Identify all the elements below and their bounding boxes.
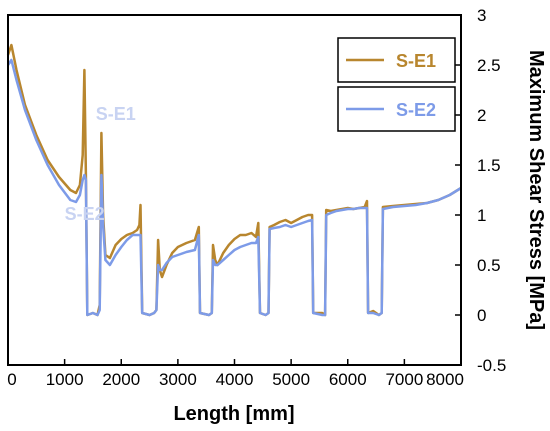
x-tick-label-2: 2000 bbox=[102, 370, 140, 389]
x-tick-layer: 0 1000 2000 3000 4000 5000 6000 7000 8000 bbox=[7, 359, 464, 389]
y-tick-label-2: 0.5 bbox=[477, 256, 501, 275]
y-tick-label-1: 0 bbox=[477, 306, 486, 325]
x-tick-label-3: 3000 bbox=[159, 370, 197, 389]
ghost-label-0: S-E1 bbox=[96, 104, 136, 124]
legend-label-s-e1: S-E1 bbox=[396, 51, 436, 71]
y-tick-label-3: 1 bbox=[477, 206, 486, 225]
series-line-s-e1 bbox=[6, 43, 462, 317]
x-tick-label-1: 1000 bbox=[46, 370, 84, 389]
series-layer bbox=[6, 43, 462, 317]
ghost-label-1: S-E2 bbox=[65, 204, 105, 224]
y-tick-label-4: 1.5 bbox=[477, 156, 501, 175]
y-tick-layer: -0.5 0 0.5 1 1.5 2 2.5 3 bbox=[455, 6, 506, 375]
y-tick-label-5: 2 bbox=[477, 106, 486, 125]
x-tick-label-7: 7000 bbox=[385, 370, 423, 389]
legend-label-s-e2: S-E2 bbox=[396, 100, 436, 120]
series-line-s-e2 bbox=[6, 58, 462, 317]
x-tick-label-0: 0 bbox=[7, 370, 16, 389]
x-tick-label-5: 5000 bbox=[272, 370, 310, 389]
y-tick-label-7: 3 bbox=[477, 6, 486, 25]
x-tick-label-8: 8000 bbox=[426, 370, 464, 389]
y-tick-label-0: -0.5 bbox=[477, 356, 506, 375]
x-tick-label-6: 6000 bbox=[329, 370, 367, 389]
ghost-label-layer: S-E1 S-E2 bbox=[65, 104, 136, 224]
x-tick-label-4: 4000 bbox=[216, 370, 254, 389]
x-axis-title: Length [mm] bbox=[173, 403, 294, 425]
legend: S-E1 S-E2 bbox=[337, 37, 456, 132]
y-tick-label-6: 2.5 bbox=[477, 56, 501, 75]
y-axis-title: Maximum Shear Stress [MPa] bbox=[525, 50, 547, 330]
